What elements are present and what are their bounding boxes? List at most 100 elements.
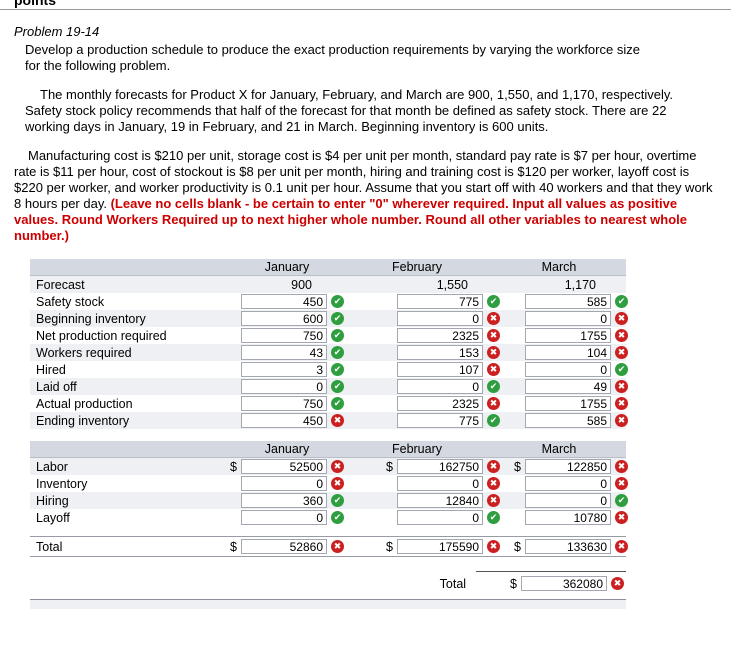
ending-inventory-february-cell [346, 413, 502, 428]
layoff-february-input[interactable] [397, 510, 483, 525]
total-january-input[interactable] [241, 539, 327, 554]
forecast-march-cell: 1,170 [502, 278, 630, 292]
dollar-sign: $ [514, 459, 521, 474]
net-production-required-february-input[interactable] [397, 328, 483, 343]
row-laid-off: Laid off [30, 378, 628, 395]
hiring-january-cell [241, 493, 346, 508]
beginning-inventory-february-input[interactable] [397, 311, 483, 326]
row-label: Actual production [36, 396, 133, 411]
dollar-sign: $ [514, 539, 521, 554]
row-beginning-inventory: Beginning inventory [30, 310, 628, 327]
workers-required-march-input[interactable] [525, 345, 611, 360]
x-circle-icon [487, 312, 500, 325]
row-workers-required: Workers required [30, 344, 628, 361]
dollar-sign: $ [386, 539, 393, 554]
actual-production-february-cell [346, 396, 502, 411]
row-total: Total $ $ $ [30, 536, 628, 557]
actual-production-january-input[interactable] [241, 396, 327, 411]
top-divider [0, 9, 731, 10]
labor-february-input[interactable] [397, 459, 483, 474]
beginning-inventory-march-input[interactable] [525, 311, 611, 326]
inventory-march-input[interactable] [525, 476, 611, 491]
net-production-required-january-input[interactable] [241, 328, 327, 343]
check-circle-icon [331, 346, 344, 359]
layoff-january-input[interactable] [241, 510, 327, 525]
labor-january-cell: $ [230, 459, 346, 474]
laid-off-january-cell [241, 379, 346, 394]
hired-march-input[interactable] [525, 362, 611, 377]
beginning-inventory-march-cell [502, 311, 630, 326]
cost-table-header: January February March [30, 441, 626, 458]
check-circle-icon [487, 414, 500, 427]
labor-january-input[interactable] [241, 459, 327, 474]
actual-production-march-input[interactable] [525, 396, 611, 411]
laid-off-march-input[interactable] [525, 379, 611, 394]
dollar-sign: $ [230, 539, 237, 554]
row-label: Ending inventory [36, 413, 130, 428]
total-march-input[interactable] [525, 539, 611, 554]
hiring-march-input[interactable] [525, 493, 611, 508]
row-hired: Hired [30, 361, 628, 378]
workers-required-february-input[interactable] [397, 345, 483, 360]
row-label: Safety stock [36, 294, 105, 309]
net-production-required-march-input[interactable] [525, 328, 611, 343]
workers-required-january-input[interactable] [241, 345, 327, 360]
inventory-january-input[interactable] [241, 476, 327, 491]
hiring-february-input[interactable] [397, 493, 483, 508]
workers-required-january-cell [241, 345, 346, 360]
laid-off-february-input[interactable] [397, 379, 483, 394]
row-safety-stock: Safety stock [30, 293, 628, 310]
row-inventory: Inventory [30, 475, 628, 492]
forecast-february-cell: 1,550 [346, 278, 502, 292]
hired-february-input[interactable] [397, 362, 483, 377]
layoff-march-input[interactable] [525, 510, 611, 525]
check-circle-icon [615, 295, 628, 308]
check-circle-icon [487, 295, 500, 308]
x-circle-icon [487, 346, 500, 359]
inventory-february-input[interactable] [397, 476, 483, 491]
production-table-header: January February March [30, 259, 626, 276]
safety-stock-january-input[interactable] [241, 294, 327, 309]
layoff-march-cell [502, 510, 630, 525]
laid-off-march-cell [502, 379, 630, 394]
hiring-january-input[interactable] [241, 493, 327, 508]
beginning-inventory-january-input[interactable] [241, 311, 327, 326]
dollar-sign: $ [230, 459, 237, 474]
workers-required-march-cell [502, 345, 630, 360]
cost-paragraph: Manufacturing cost is $210 per unit, sto… [14, 148, 717, 244]
laid-off-january-input[interactable] [241, 379, 327, 394]
table-bottom-band [30, 600, 626, 609]
inventory-february-cell [346, 476, 502, 491]
ending-inventory-february-input[interactable] [397, 413, 483, 428]
ending-inventory-january-input[interactable] [241, 413, 327, 428]
inventory-march-cell [502, 476, 630, 491]
total-february-input[interactable] [397, 539, 483, 554]
x-circle-icon [331, 477, 344, 490]
check-circle-icon [487, 511, 500, 524]
month-header-january: January [264, 260, 310, 274]
x-circle-icon [615, 511, 628, 524]
ending-inventory-march-input[interactable] [525, 413, 611, 428]
row-label: Hiring [36, 493, 69, 508]
safety-stock-march-input[interactable] [525, 294, 611, 309]
ending-inventory-march-cell [502, 413, 630, 428]
actual-production-february-input[interactable] [397, 396, 483, 411]
row-label: Laid off [36, 379, 77, 394]
x-circle-icon [331, 540, 344, 553]
actual-production-january-cell [241, 396, 346, 411]
row-label: Total [36, 539, 63, 554]
row-label: Layoff [36, 510, 70, 525]
net-production-required-february-cell [346, 328, 502, 343]
x-circle-icon [487, 460, 500, 473]
labor-march-input[interactable] [525, 459, 611, 474]
safety-stock-february-input[interactable] [397, 294, 483, 309]
layoff-january-cell [241, 510, 346, 525]
forecast-row: Forecast 900 1,550 1,170 [30, 276, 626, 293]
x-circle-icon [615, 346, 628, 359]
forecast-paragraph: The monthly forecasts for Product X for … [25, 87, 673, 134]
hired-january-input[interactable] [241, 362, 327, 377]
ending-inventory-january-cell [241, 413, 346, 428]
row-label: Hired [36, 362, 66, 377]
table-bottom-divider [30, 599, 626, 600]
grand-total-input[interactable] [521, 576, 607, 591]
